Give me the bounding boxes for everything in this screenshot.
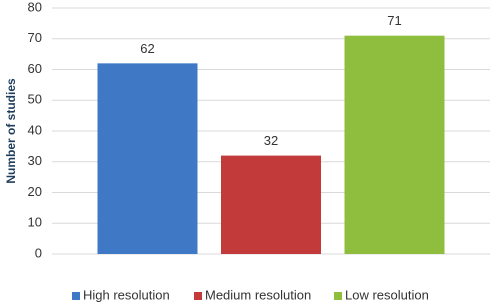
- y-tick-label: 70: [28, 30, 42, 45]
- legend-swatch: [194, 292, 202, 300]
- bar: [221, 155, 321, 254]
- y-tick-label: 20: [28, 184, 42, 199]
- bar: [97, 63, 198, 254]
- y-tick-label: 10: [28, 215, 42, 230]
- data-label: 62: [140, 41, 154, 56]
- legend-swatch: [334, 292, 342, 300]
- y-tick-label: 60: [28, 61, 42, 76]
- bar: [344, 35, 445, 254]
- data-label: 71: [387, 13, 401, 28]
- y-tick-label: 80: [28, 0, 42, 14]
- y-tick-label: 30: [28, 153, 42, 168]
- y-tick-label: 0: [35, 245, 42, 260]
- y-axis-label: Number of studies: [4, 78, 18, 184]
- y-tick-label: 40: [28, 122, 42, 137]
- legend-swatch: [72, 292, 80, 300]
- y-tick-label: 50: [28, 92, 42, 107]
- legend-label: Low resolution: [345, 287, 429, 302]
- legend-label: Medium resolution: [205, 287, 311, 302]
- legend-label: High resolution: [83, 287, 170, 302]
- data-label: 32: [264, 133, 278, 148]
